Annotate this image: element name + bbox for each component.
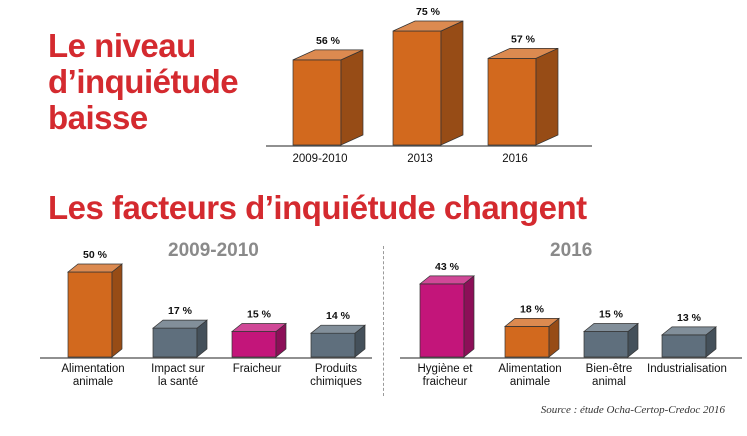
bar-front — [392, 30, 442, 146]
category-label: Hygiène et — [418, 363, 474, 375]
category-label: animal — [592, 376, 626, 388]
bar — [487, 47, 559, 146]
value-label: 15 % — [599, 309, 624, 321]
category-label: animale — [73, 376, 113, 388]
bar-front — [504, 326, 550, 358]
value-label: 18 % — [520, 303, 545, 315]
category-label: Alimentation — [498, 363, 561, 375]
value-label: 17 % — [168, 305, 193, 317]
bar-top — [67, 263, 123, 273]
bar-top — [419, 275, 475, 285]
chart-0: 56 % 2009-2010 75 % 2013 57 % 2016 — [266, 6, 592, 165]
category-label: fraicheur — [423, 376, 468, 388]
bar-front — [152, 327, 198, 358]
bar-front — [487, 58, 537, 146]
bar-top — [152, 319, 208, 329]
category-label: 2009-2010 — [293, 153, 348, 165]
chart-divider — [383, 246, 384, 396]
bar-front — [419, 283, 465, 358]
bar — [231, 322, 287, 358]
source-note: Source : étude Ocha-Certop-Credoc 2016 — [540, 404, 725, 416]
chart-title-2009-2010: 2009-2010 — [168, 240, 259, 261]
category-label: Alimentation — [61, 363, 124, 375]
value-label: 13 % — [677, 312, 702, 324]
category-label: Fraicheur — [233, 363, 282, 375]
bar-top — [310, 324, 366, 334]
bar-front — [310, 332, 356, 358]
category-label: Produits — [315, 363, 357, 375]
bar-top — [583, 323, 639, 332]
category-label: 2016 — [502, 153, 528, 165]
bar-side — [535, 47, 559, 146]
bar-top — [487, 48, 559, 59]
value-label: 57 % — [511, 33, 536, 45]
value-label: 43 % — [435, 261, 460, 273]
chart-title-2016: 2016 — [550, 240, 593, 261]
category-label: chimiques — [310, 376, 362, 388]
category-label: Impact sur — [151, 363, 205, 375]
bar — [152, 319, 208, 358]
headline-factors: Les facteurs d’inquiétude changent — [48, 189, 587, 226]
bar-side — [111, 263, 123, 358]
bar-side — [463, 275, 475, 358]
bar — [392, 20, 464, 146]
bar-side — [340, 49, 364, 146]
bar-front — [67, 271, 113, 358]
bar — [310, 324, 366, 358]
bar-front — [292, 59, 342, 146]
value-label: 15 % — [247, 309, 272, 321]
bar — [419, 275, 475, 358]
bar — [583, 322, 639, 358]
headline-line-3: baisse — [48, 99, 148, 136]
category-label: Industrialisation — [647, 363, 727, 375]
bar-top — [504, 318, 560, 327]
bar-top — [392, 20, 464, 32]
value-label: 56 % — [316, 35, 341, 47]
bar-top — [292, 49, 364, 61]
value-label: 14 % — [326, 310, 351, 322]
headline-line-2: d’inquiétude — [48, 63, 239, 100]
bar — [292, 49, 364, 146]
value-label: 75 % — [416, 6, 441, 18]
bar-top — [661, 326, 717, 336]
bar-top — [231, 323, 287, 332]
bar-front — [661, 334, 707, 358]
bar — [661, 326, 717, 358]
value-label: 50 % — [83, 249, 108, 261]
bar-side — [440, 20, 464, 146]
bar — [67, 263, 123, 358]
bar — [504, 317, 560, 358]
headline-line-1: Le niveau — [48, 27, 196, 64]
category-label: animale — [510, 376, 550, 388]
bar-front — [583, 331, 629, 358]
bar-front — [231, 331, 277, 358]
category-label: 2013 — [407, 153, 433, 165]
category-label: Bien-être — [586, 363, 633, 375]
category-label: la santé — [158, 376, 198, 388]
